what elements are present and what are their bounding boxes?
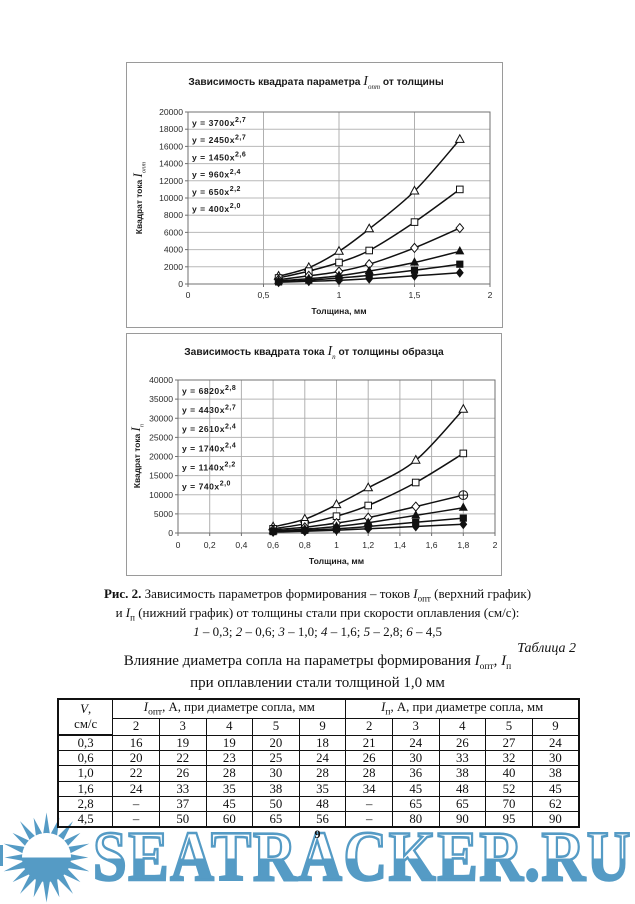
svg-text:1: 1	[337, 290, 342, 300]
svg-text:y = 3700x2,7: y = 3700x2,7	[192, 117, 246, 128]
svg-text:2: 2	[488, 290, 493, 300]
svg-text:1,8: 1,8	[457, 540, 469, 550]
svg-text:Зависимость квадрата тока Iп о: Зависимость квадрата тока Iп от толщины …	[184, 344, 444, 361]
svg-text:1,5: 1,5	[409, 290, 421, 300]
svg-text:20000: 20000	[149, 452, 173, 462]
svg-text:2: 2	[493, 540, 498, 550]
svg-text:10000: 10000	[159, 193, 183, 203]
svg-text:0: 0	[176, 540, 181, 550]
svg-text:35000: 35000	[149, 394, 173, 404]
svg-text:14000: 14000	[159, 159, 183, 169]
svg-text:5000: 5000	[154, 509, 173, 519]
svg-text:18000: 18000	[159, 124, 183, 134]
svg-text:1: 1	[334, 540, 339, 550]
svg-text:1,4: 1,4	[394, 540, 406, 550]
svg-text:0,4: 0,4	[235, 540, 247, 550]
svg-text:16000: 16000	[159, 141, 183, 151]
svg-text:6000: 6000	[164, 227, 183, 237]
svg-text:0,5: 0,5	[258, 290, 270, 300]
svg-text:30000: 30000	[149, 413, 173, 423]
svg-text:y = 2450x2,7: y = 2450x2,7	[192, 134, 246, 145]
svg-text:Квадрат тока Iопт: Квадрат тока Iопт	[130, 162, 148, 234]
svg-text:y = 1740x2,4: y = 1740x2,4	[182, 443, 236, 454]
svg-text:2000: 2000	[164, 262, 183, 272]
svg-text:Толщина, мм: Толщина, мм	[309, 556, 364, 566]
svg-text:y = 650x2,2: y = 650x2,2	[192, 186, 241, 197]
svg-text:0: 0	[178, 279, 183, 289]
svg-text:0: 0	[186, 290, 191, 300]
svg-text:Квадрат тока Iп: Квадрат тока Iп	[128, 424, 146, 488]
svg-text:15000: 15000	[149, 471, 173, 481]
svg-text:Толщина, мм: Толщина, мм	[311, 306, 366, 316]
svg-text:0,8: 0,8	[299, 540, 311, 550]
svg-text:y = 6820x2,8: y = 6820x2,8	[182, 385, 236, 396]
svg-text:1,6: 1,6	[426, 540, 438, 550]
svg-text:y = 1450x2,6: y = 1450x2,6	[192, 152, 246, 163]
svg-text:y = 400x2,0: y = 400x2,0	[192, 203, 241, 214]
svg-text:20000: 20000	[159, 107, 183, 117]
svg-text:y = 740x2,0: y = 740x2,0	[182, 481, 231, 492]
svg-text:y = 4430x2,7: y = 4430x2,7	[182, 404, 236, 415]
svg-text:y = 2610x2,4: y = 2610x2,4	[182, 423, 236, 434]
svg-text:40000: 40000	[149, 375, 173, 385]
svg-text:0,2: 0,2	[204, 540, 216, 550]
svg-text:y = 960x2,4: y = 960x2,4	[192, 169, 241, 180]
svg-text:12000: 12000	[159, 176, 183, 186]
svg-text:10000: 10000	[149, 490, 173, 500]
svg-text:8000: 8000	[164, 210, 183, 220]
svg-text:y = 1140x2,2: y = 1140x2,2	[182, 462, 236, 473]
svg-text:SEATRACKER.RU: SEATRACKER.RU	[93, 818, 632, 896]
svg-text:1,2: 1,2	[362, 540, 374, 550]
svg-text:25000: 25000	[149, 432, 173, 442]
svg-text:0: 0	[168, 528, 173, 538]
svg-text:0,6: 0,6	[267, 540, 279, 550]
svg-text:Зависимость квадрата параметра: Зависимость квадрата параметра Iопт от т…	[188, 74, 443, 91]
svg-text:4000: 4000	[164, 245, 183, 255]
